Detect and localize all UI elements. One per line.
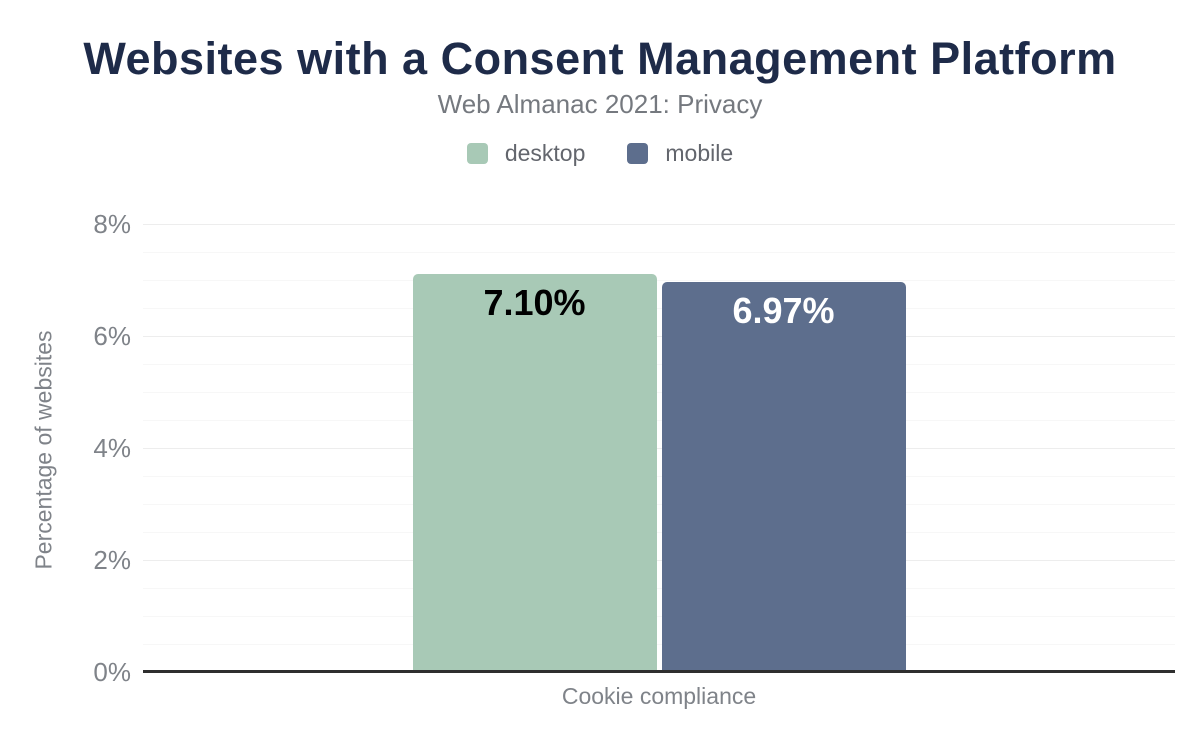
gridline	[143, 280, 1175, 281]
gridline	[143, 504, 1175, 505]
legend-item-mobile: mobile	[627, 140, 733, 167]
y-tick-label: 4%	[93, 433, 131, 463]
x-axis-line	[143, 670, 1175, 673]
legend-label-desktop: desktop	[504, 140, 586, 166]
mobile-swatch-icon	[627, 143, 649, 164]
bar-mobile: 6.97%	[661, 281, 906, 672]
y-tick-label: 2%	[93, 545, 131, 575]
y-axis-tick-labels: 0% 2% 4% 6% 8%	[0, 209, 131, 687]
gridline	[143, 364, 1175, 365]
gridline	[143, 644, 1175, 645]
gridline	[143, 588, 1175, 589]
gridline	[143, 392, 1175, 393]
bar-desktop: 7.10%	[412, 274, 657, 672]
gridline	[143, 532, 1175, 533]
legend: desktop mobile	[0, 140, 1200, 167]
chart-subtitle: Web Almanac 2021: Privacy	[437, 89, 763, 119]
gridline	[143, 616, 1175, 617]
legend-item-desktop: desktop	[466, 140, 586, 167]
gridline	[143, 476, 1175, 477]
gridline	[143, 308, 1175, 309]
plot-area: 7.10% 6.97%	[143, 224, 1175, 673]
y-tick-label: 6%	[93, 321, 131, 351]
gridline	[143, 252, 1175, 253]
y-tick-label: 8%	[93, 209, 131, 239]
desktop-swatch-icon	[466, 143, 488, 164]
gridline	[143, 224, 1175, 225]
legend-label-mobile: mobile	[665, 140, 734, 166]
x-axis-category-label: Cookie compliance	[561, 683, 757, 709]
gridline	[143, 336, 1175, 337]
gridline	[143, 420, 1175, 421]
y-tick-label: 0%	[93, 657, 131, 687]
gridline	[143, 560, 1175, 561]
bar-value-label-mobile: 6.97%	[732, 289, 835, 331]
gridline	[143, 448, 1175, 449]
bar-value-label-desktop: 7.10%	[483, 282, 586, 324]
chart-title: Websites with a Consent Management Platf…	[83, 33, 1117, 84]
